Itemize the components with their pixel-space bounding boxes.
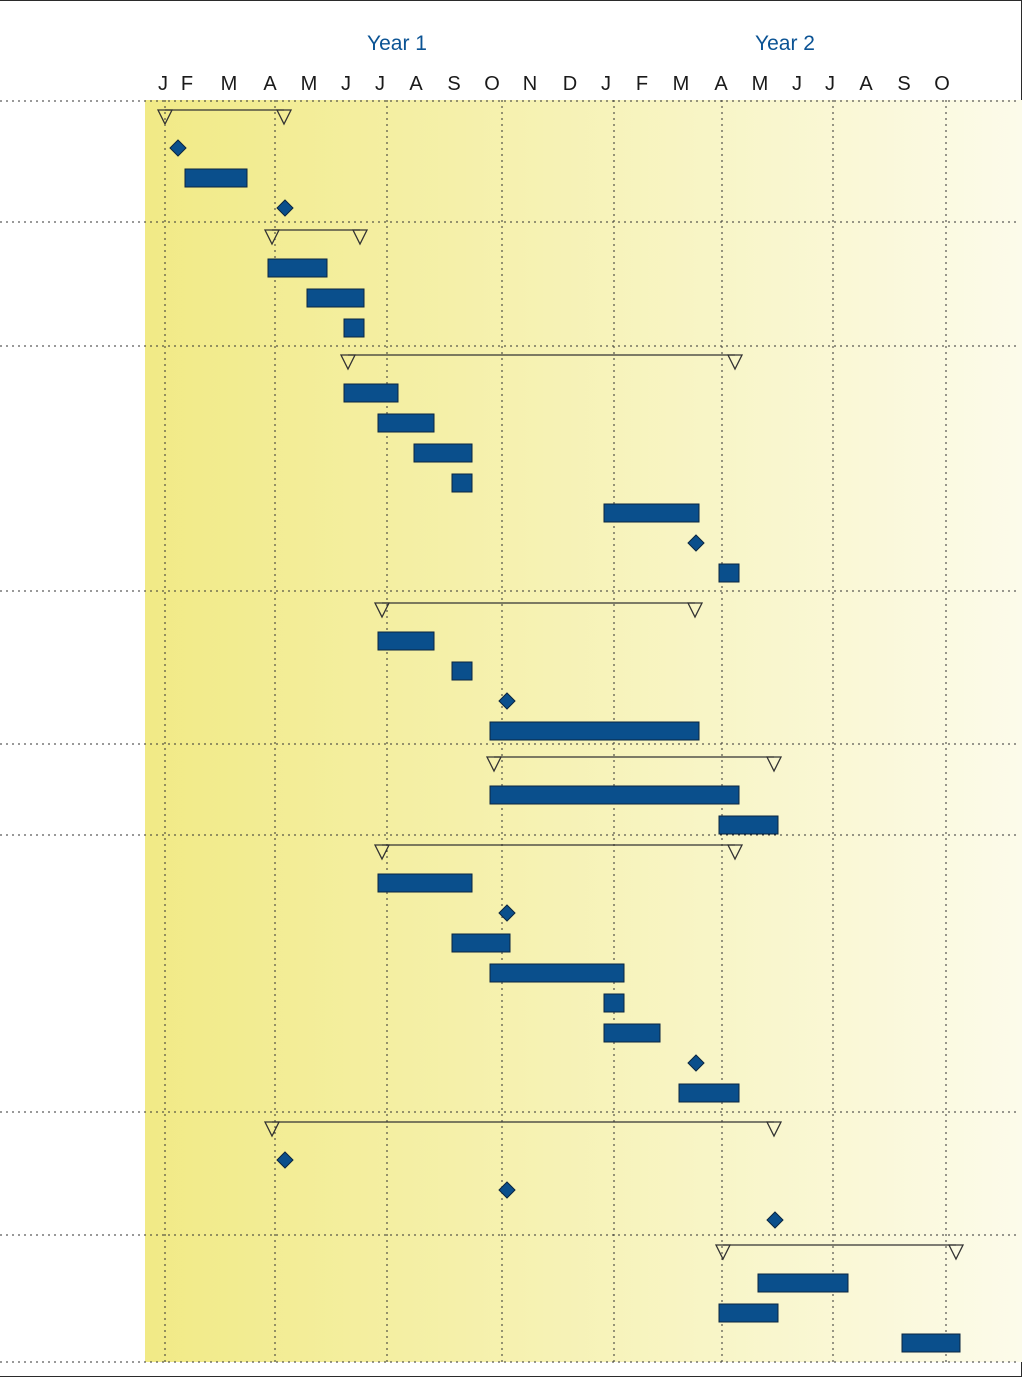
month-label: F (181, 73, 193, 95)
milestone-diamond (687, 1054, 705, 1072)
summary-endpoint (156, 109, 174, 126)
task-bar (757, 1273, 849, 1293)
month-label: S (897, 73, 910, 95)
milestone-diamond (169, 139, 187, 157)
summary-endpoint (263, 229, 281, 246)
task-bar (603, 503, 700, 523)
group-6 (373, 844, 744, 1103)
task-bar (377, 413, 435, 433)
month-label: A (409, 73, 423, 95)
month-label: M (752, 73, 769, 95)
task-bar (267, 258, 328, 278)
summary-endpoint (373, 602, 391, 619)
group-1 (156, 109, 294, 217)
milestone-diamond (766, 1211, 784, 1229)
month-label: J (158, 73, 168, 95)
task-bar (413, 443, 473, 463)
task-bar (603, 1023, 661, 1043)
group-5 (485, 756, 783, 835)
task-bar (306, 288, 365, 308)
summary-endpoint (765, 1121, 783, 1138)
year-label: Year 1 (367, 32, 427, 55)
summary-endpoint (726, 354, 744, 371)
milestone-diamond (498, 1181, 516, 1199)
milestone-diamond (276, 199, 294, 217)
task-bar (901, 1333, 961, 1353)
gantt-marks (156, 109, 965, 1353)
month-label: O (484, 73, 500, 95)
month-label: F (636, 73, 648, 95)
task-bar (451, 933, 511, 953)
task-bar (343, 383, 399, 403)
task-bar (678, 1083, 740, 1103)
task-bar (451, 473, 473, 493)
summary-endpoint (714, 1244, 732, 1261)
milestone-diamond (498, 692, 516, 710)
month-label: S (447, 73, 460, 95)
year-label: Year 2 (755, 32, 815, 55)
task-bar (489, 721, 700, 741)
group-4 (373, 602, 704, 741)
summary-endpoint (686, 602, 704, 619)
month-label: J (792, 73, 802, 95)
task-bar (451, 661, 473, 681)
summary-endpoint (339, 354, 357, 371)
summary-endpoint (765, 756, 783, 773)
month-label: J (375, 73, 385, 95)
month-label: D (563, 73, 577, 95)
summary-endpoint (373, 844, 391, 861)
month-label: J (601, 73, 611, 95)
month-label: A (263, 73, 277, 95)
group-7 (263, 1121, 784, 1229)
summary-endpoint (485, 756, 503, 773)
milestone-diamond (276, 1151, 294, 1169)
summary-endpoint (726, 844, 744, 861)
group-2 (263, 229, 369, 338)
grid-lines (0, 100, 1020, 1363)
task-bar (343, 318, 365, 338)
task-bar (718, 563, 740, 583)
summary-endpoint (947, 1244, 965, 1261)
task-bar (377, 631, 435, 651)
month-label: O (934, 73, 950, 95)
month-label: N (523, 73, 537, 95)
summary-endpoint (275, 109, 293, 126)
month-label: J (825, 73, 835, 95)
month-label: M (673, 73, 690, 95)
month-label: M (301, 73, 318, 95)
milestone-diamond (498, 904, 516, 922)
task-bar (718, 1303, 779, 1323)
group-8 (714, 1244, 965, 1353)
month-label: J (341, 73, 351, 95)
task-bar (718, 815, 779, 835)
task-bar (603, 993, 625, 1013)
summary-endpoint (263, 1121, 281, 1138)
milestone-diamond (687, 534, 705, 552)
month-label: M (221, 73, 238, 95)
task-bar (489, 963, 625, 983)
summary-endpoint (351, 229, 369, 246)
task-bar (489, 785, 740, 805)
month-label: A (714, 73, 728, 95)
task-bar (184, 168, 248, 188)
task-bar (377, 873, 473, 893)
month-label: A (859, 73, 873, 95)
group-3 (339, 354, 744, 583)
